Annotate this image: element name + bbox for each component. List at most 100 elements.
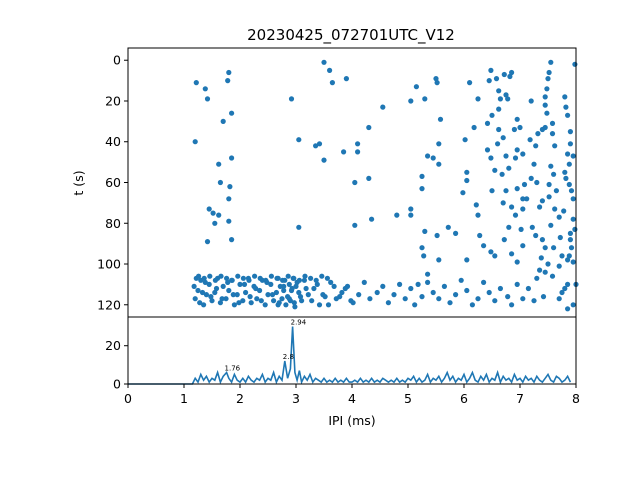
scatter-point — [499, 171, 505, 177]
scatter-point — [562, 94, 568, 100]
scatter-point — [219, 296, 225, 302]
scatter-point — [286, 281, 292, 287]
scatter-point — [422, 228, 428, 234]
scatter-point — [286, 296, 292, 302]
scatter-point — [534, 179, 540, 186]
scatter-point — [218, 273, 224, 279]
scatter-point — [263, 277, 269, 283]
scatter-point — [570, 259, 576, 265]
scatter-point — [570, 196, 576, 202]
peak-annotations: 1.76 2.8 2.94 — [225, 319, 307, 373]
scatter-point — [296, 224, 302, 230]
scatter-point — [563, 104, 569, 110]
scatter-point — [436, 141, 442, 147]
scatter-point — [408, 212, 414, 218]
scatter-point — [313, 143, 319, 149]
scatter-point — [265, 292, 271, 298]
y-tick-label: 40 — [105, 134, 121, 149]
scatter-point — [374, 289, 380, 296]
scatter-point — [257, 275, 263, 281]
scatter-point — [567, 141, 574, 147]
scatter-point — [212, 289, 218, 296]
scatter-point — [568, 188, 575, 194]
scatter-point — [546, 69, 552, 76]
scatter-point — [500, 200, 506, 206]
scatter-point — [538, 255, 544, 261]
scatter-point — [202, 279, 208, 285]
scatter-point — [488, 67, 494, 73]
ipi-panel: 1.76 2.8 2.94 0 1 2 3 4 5 6 7 8 0 20 IPI (ms) — [105, 316, 580, 428]
x-tick-label: 0 — [124, 391, 132, 406]
scatter-point — [206, 281, 212, 287]
scatter-point — [321, 59, 327, 65]
scatter-point — [481, 243, 487, 249]
scatter-point — [509, 69, 515, 76]
scatter-point — [531, 161, 537, 167]
scatter-point — [281, 283, 287, 289]
scatter-point — [447, 300, 453, 306]
y-tick-label: 20 — [105, 338, 121, 353]
scatter-point — [473, 202, 479, 208]
scatter-point — [520, 296, 526, 302]
scatter-point — [563, 175, 569, 181]
scatter-point — [488, 155, 494, 161]
scatter-point — [506, 165, 512, 171]
scatter-point — [217, 300, 223, 306]
scatter-point — [227, 184, 233, 190]
scatter-point — [531, 298, 537, 304]
scatter-point — [527, 137, 533, 143]
scatter-point — [500, 135, 506, 141]
scatter-point — [567, 230, 574, 236]
scatter-point — [544, 110, 550, 116]
scatter-point — [253, 285, 259, 292]
scatter-point — [243, 289, 249, 296]
scatter-point — [495, 141, 501, 147]
scatter-point — [226, 196, 232, 202]
scatter-point — [262, 302, 268, 308]
scatter-point — [537, 204, 543, 210]
chart-title: 20230425_072701UTC_V12 — [247, 26, 455, 45]
x-tick-label: 4 — [348, 391, 356, 406]
scatter-point — [213, 285, 220, 292]
scatter-point — [549, 273, 556, 279]
scatter-point — [518, 226, 524, 232]
y-tick-label: 0 — [113, 377, 121, 392]
scatter-point — [433, 76, 439, 82]
scatter-point — [430, 155, 436, 161]
scatter-point — [236, 300, 242, 306]
scatter-point — [475, 96, 481, 102]
scatter-point — [229, 237, 235, 243]
scatter-point — [356, 292, 362, 298]
scatter-point — [542, 124, 548, 131]
scatter-point — [486, 289, 492, 296]
scatter-point — [319, 273, 325, 279]
scatter-point — [492, 253, 498, 259]
scatter-point — [216, 212, 222, 218]
scatter-point — [566, 161, 572, 167]
scatter-point — [471, 124, 477, 131]
scatter-point — [229, 277, 235, 283]
scatter-points — [191, 59, 579, 312]
scatter-point — [199, 289, 206, 296]
scatter-point — [512, 212, 519, 218]
scatter-point — [271, 298, 277, 304]
scatter-point — [226, 218, 232, 224]
scatter-point — [506, 224, 512, 230]
scatter-point — [303, 285, 309, 292]
scatter-point — [551, 171, 557, 177]
scatter-point — [556, 263, 562, 269]
scatter-point — [288, 96, 295, 102]
peak-label: 2.8 — [283, 353, 294, 361]
scatter-point — [197, 300, 203, 306]
scatter-point — [301, 277, 307, 283]
scatter-point — [572, 61, 578, 67]
scatter-point — [367, 296, 373, 302]
scatter-point — [273, 289, 279, 296]
scatter-point — [289, 285, 295, 292]
scatter-point — [568, 245, 575, 251]
scatter-point — [549, 131, 556, 137]
scatter-point — [534, 275, 540, 281]
scatter-point — [408, 206, 414, 212]
scatter-point — [528, 98, 534, 104]
scatter-point — [507, 73, 513, 80]
